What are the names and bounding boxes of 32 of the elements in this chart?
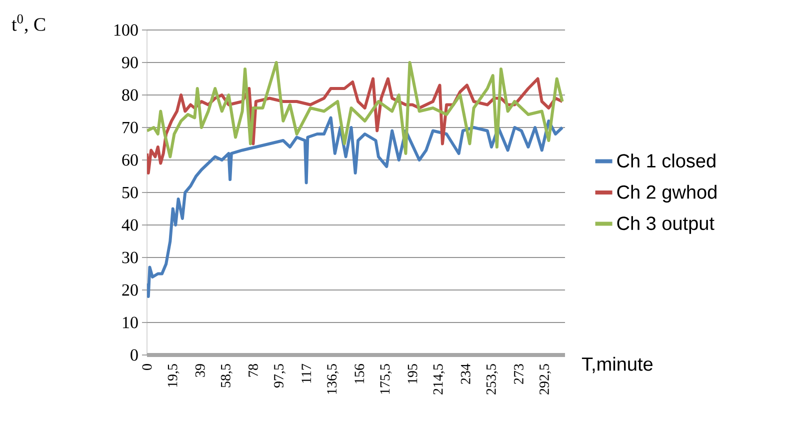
x-tick-label: 78	[248, 364, 258, 377]
y-tick-label: 80	[122, 89, 138, 101]
x-tick-label: 195	[408, 364, 418, 384]
x-tick-label: 253,5	[486, 364, 498, 394]
x-tick-label: 292,5	[540, 364, 551, 394]
x-tick-label: 156	[354, 364, 364, 384]
legend-label: Ch 3 output	[617, 216, 714, 234]
y-tick-label: 70	[122, 122, 138, 134]
x-tick-label: 19,5	[168, 364, 180, 387]
y-tick-label: 100	[114, 24, 138, 36]
y-axis-title: t$^{0}$, C	[12, 14, 46, 34]
x-tick-label: 273	[514, 364, 524, 384]
legend-label: Ch 1 closed	[617, 154, 716, 168]
y-tick-label: 20	[122, 284, 138, 296]
x-tick-label: 117	[302, 364, 311, 383]
x-tick-label: 175,5	[380, 364, 392, 394]
x-tick-label: 39	[195, 364, 205, 377]
legend-label: Ch 2 gwhod	[617, 184, 716, 203]
x-tick-label: 97,5	[274, 364, 286, 388]
y-tick-label: 40	[122, 219, 138, 231]
y-tick-label: 10	[122, 316, 138, 328]
x-tick-label: 234	[460, 364, 470, 384]
y-tick-label: 90	[122, 56, 138, 68]
x-tick-label: 58,5	[220, 364, 232, 388]
y-tick-label: 60	[122, 154, 138, 166]
x-tick-label: 214,5	[433, 364, 445, 394]
x-tick-label: 136,5	[327, 364, 339, 394]
x-tick-label: 0	[142, 364, 152, 370]
y-tick-label: 0	[130, 349, 138, 361]
y-tick-label: 50	[122, 186, 138, 198]
y-tick-label: 30	[122, 252, 138, 264]
x-axis-title: T,minute	[582, 356, 652, 374]
